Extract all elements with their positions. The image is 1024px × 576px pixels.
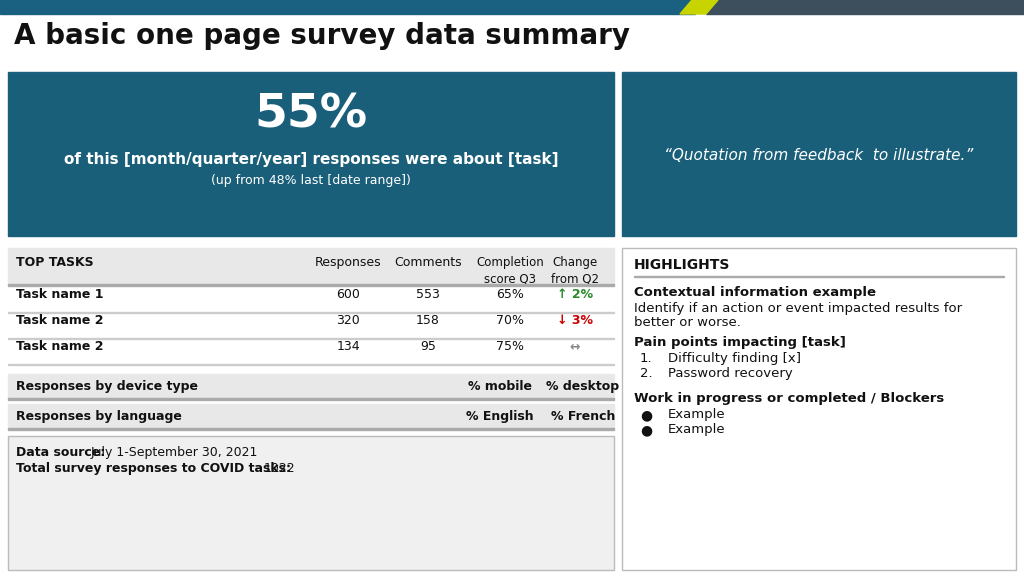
Text: 1.: 1.: [640, 352, 652, 365]
Text: Responses: Responses: [314, 256, 381, 269]
Text: % mobile: % mobile: [468, 380, 532, 393]
Bar: [8, 436, 614, 570]
Text: Completion
score Q3: Completion score Q3: [476, 256, 544, 285]
Text: better or worse.: better or worse.: [634, 316, 741, 329]
Text: A basic one page survey data summary: A basic one page survey data summary: [14, 22, 630, 50]
Text: (up from 48% last [date range]): (up from 48% last [date range]): [211, 174, 411, 187]
Bar: [8, 364, 614, 365]
Text: 70%: 70%: [496, 314, 524, 327]
Text: Pain points impacting [task]: Pain points impacting [task]: [634, 336, 846, 349]
Text: Task name 1: Task name 1: [16, 288, 103, 301]
Bar: [8, 248, 614, 284]
Text: Difficulty finding [x]: Difficulty finding [x]: [668, 352, 801, 365]
Text: 65%: 65%: [496, 288, 524, 301]
Text: Example: Example: [668, 408, 726, 421]
Text: 320: 320: [336, 314, 359, 327]
Text: % French: % French: [551, 410, 615, 423]
Text: of this [month/quarter/year] responses were about [task]: of this [month/quarter/year] responses w…: [63, 152, 558, 167]
Text: 1022: 1022: [264, 462, 296, 475]
Text: % English: % English: [466, 410, 534, 423]
Text: % desktop: % desktop: [547, 380, 620, 393]
Bar: [706, 0, 1024, 14]
Text: 553: 553: [416, 288, 440, 301]
Bar: [622, 248, 1016, 570]
Text: ↔: ↔: [569, 340, 581, 353]
Text: ↓ 3%: ↓ 3%: [557, 314, 593, 327]
Text: Task name 2: Task name 2: [16, 314, 103, 327]
Text: Example: Example: [668, 423, 726, 436]
Text: Responses by language: Responses by language: [16, 410, 182, 423]
Bar: [8, 284, 614, 286]
Text: 95: 95: [420, 340, 436, 353]
Bar: [8, 398, 614, 400]
Text: 75%: 75%: [496, 340, 524, 353]
Text: Responses by device type: Responses by device type: [16, 380, 198, 393]
Text: ●: ●: [640, 423, 652, 437]
Text: TOP TASKS: TOP TASKS: [16, 256, 93, 269]
Polygon shape: [680, 0, 718, 14]
Text: Identify if an action or event impacted results for: Identify if an action or event impacted …: [634, 302, 963, 315]
Text: 158: 158: [416, 314, 440, 327]
Text: 55%: 55%: [254, 92, 368, 137]
Bar: [8, 374, 614, 398]
Bar: [622, 72, 1016, 74]
Bar: [622, 74, 1016, 236]
Text: Task name 2: Task name 2: [16, 340, 103, 353]
Text: July 1-September 30, 2021: July 1-September 30, 2021: [91, 446, 258, 459]
Text: Total survey responses to COVID tasks:: Total survey responses to COVID tasks:: [16, 462, 291, 475]
Text: 2.: 2.: [640, 367, 652, 380]
Text: “Quotation from feedback  to illustrate.”: “Quotation from feedback to illustrate.”: [665, 147, 974, 162]
Text: 134: 134: [336, 340, 359, 353]
Text: Contextual information example: Contextual information example: [634, 286, 876, 299]
Bar: [634, 276, 1004, 277]
Text: ●: ●: [640, 408, 652, 422]
Text: Password recovery: Password recovery: [668, 367, 793, 380]
Text: Data source:: Data source:: [16, 446, 105, 459]
Bar: [8, 428, 614, 430]
Text: Change
from Q2: Change from Q2: [551, 256, 599, 285]
Bar: [8, 312, 614, 313]
Text: Work in progress or completed / Blockers: Work in progress or completed / Blockers: [634, 392, 944, 405]
Bar: [0, 0, 695, 14]
Text: HIGHLIGHTS: HIGHLIGHTS: [634, 258, 730, 272]
Bar: [8, 338, 614, 339]
Bar: [8, 404, 614, 428]
Bar: [8, 72, 614, 74]
Text: 600: 600: [336, 288, 360, 301]
Text: ↑ 2%: ↑ 2%: [557, 288, 593, 301]
Text: Comments: Comments: [394, 256, 462, 269]
Bar: [8, 74, 614, 236]
